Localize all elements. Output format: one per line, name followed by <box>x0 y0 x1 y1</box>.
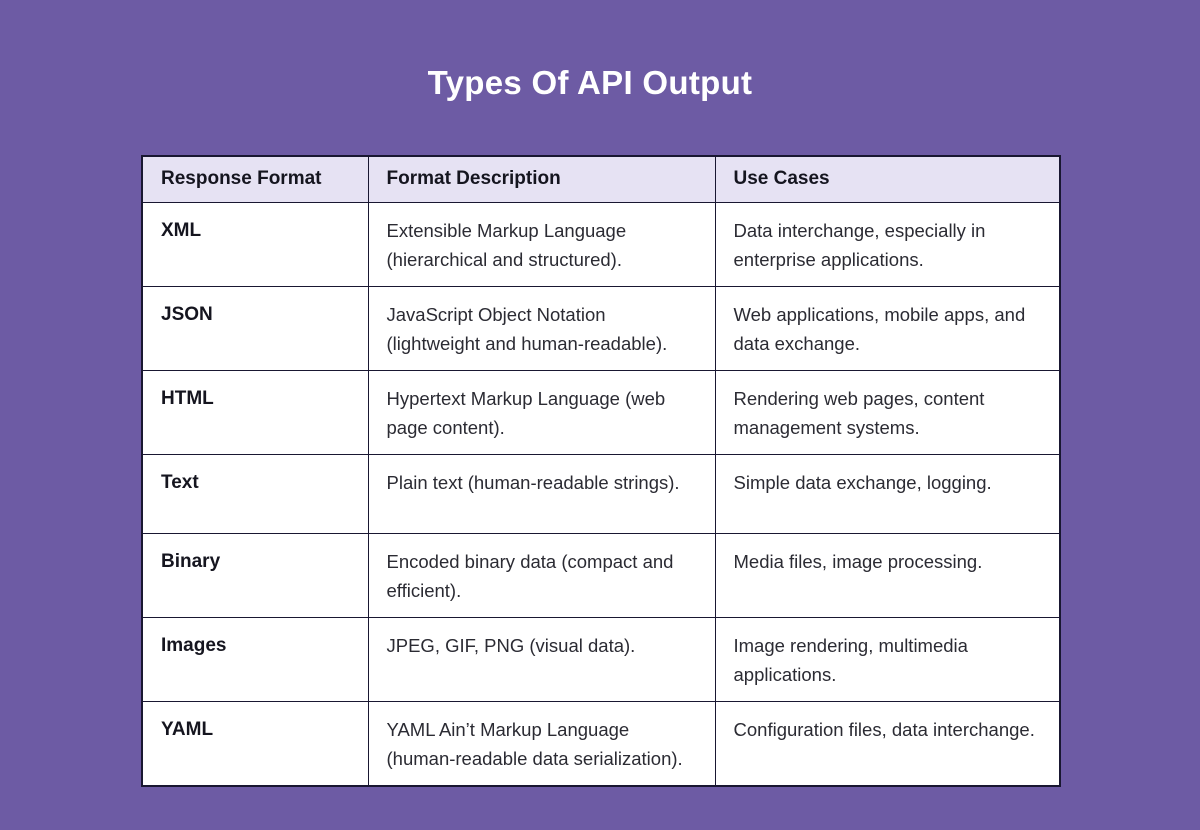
table-row: Text Plain text (human-readable strings)… <box>141 453 1061 534</box>
column-header-response-format: Response Format <box>141 155 369 203</box>
table-row: YAML YAML Ain’t Markup Language (human-r… <box>141 700 1061 786</box>
column-header-use-cases: Use Cases <box>714 155 1061 203</box>
table-row: HTML Hypertext Markup Language (web page… <box>141 369 1061 455</box>
description-cell: JavaScript Object Notation (lightweight … <box>367 285 716 371</box>
description-cell: Extensible Markup Language (hierarchical… <box>367 201 716 287</box>
use-cases-cell: Rendering web pages, content management … <box>714 369 1061 455</box>
format-cell: HTML <box>141 369 369 455</box>
description-cell: Plain text (human-readable strings). <box>367 453 716 534</box>
page-title: Types Of API Output <box>427 64 753 101</box>
table-row: JSON JavaScript Object Notation (lightwe… <box>141 285 1061 371</box>
table-row: XML Extensible Markup Language (hierarch… <box>141 201 1061 287</box>
format-cell: Text <box>141 453 369 534</box>
use-cases-cell: Media files, image processing. <box>714 532 1061 618</box>
format-cell: JSON <box>141 285 369 371</box>
use-cases-cell: Configuration files, data interchange. <box>714 700 1061 786</box>
format-cell: XML <box>141 201 369 287</box>
column-header-format-description: Format Description <box>367 155 716 203</box>
use-cases-cell: Simple data exchange, logging. <box>714 453 1061 534</box>
description-cell: Encoded binary data (compact and efficie… <box>367 532 716 618</box>
table-row: Images JPEG, GIF, PNG (visual data). Ima… <box>141 616 1061 702</box>
format-cell: Binary <box>141 532 369 618</box>
description-cell: Hypertext Markup Language (web page cont… <box>367 369 716 455</box>
api-output-table: Response Format Format Description Use C… <box>141 155 1061 787</box>
use-cases-cell: Image rendering, multimedia applications… <box>714 616 1061 702</box>
format-cell: Images <box>141 616 369 702</box>
use-cases-cell: Web applications, mobile apps, and data … <box>714 285 1061 371</box>
use-cases-cell: Data interchange, especially in enterpri… <box>714 201 1061 287</box>
format-cell: YAML <box>141 700 369 786</box>
description-cell: YAML Ain’t Markup Language (human-readab… <box>367 700 716 786</box>
table-row: Binary Encoded binary data (compact and … <box>141 532 1061 618</box>
description-cell: JPEG, GIF, PNG (visual data). <box>367 616 716 702</box>
table-header-row: Response Format Format Description Use C… <box>141 155 1061 203</box>
